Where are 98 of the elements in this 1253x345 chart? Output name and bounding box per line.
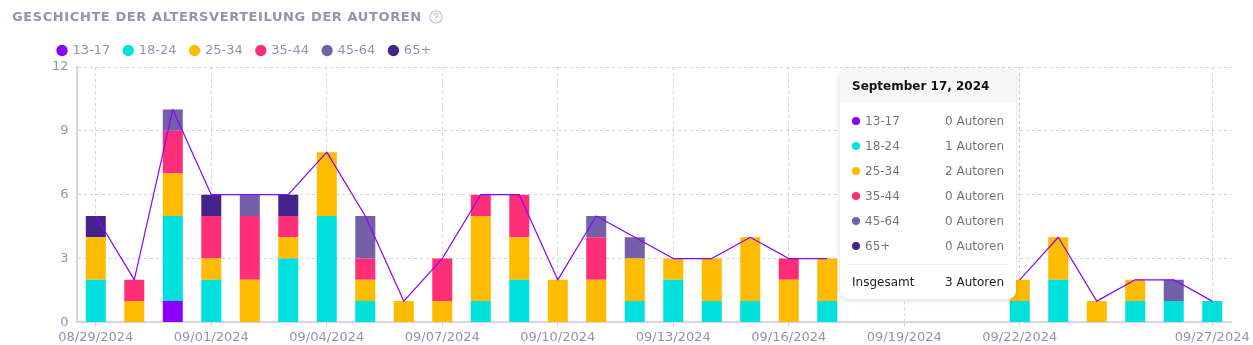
bar bbox=[586, 237, 607, 280]
bar bbox=[432, 258, 453, 302]
legend-label: 18-24 bbox=[865, 138, 901, 153]
bar bbox=[740, 301, 761, 322]
bar bbox=[201, 279, 222, 322]
bar bbox=[586, 215, 607, 238]
text: 45-64 bbox=[337, 41, 376, 57]
tooltip-header: September 17, 2024 bbox=[840, 70, 1016, 102]
bar bbox=[393, 301, 414, 322]
bar bbox=[624, 237, 645, 259]
x-tick-label: 09/19/2024 bbox=[866, 328, 942, 344]
bar bbox=[509, 194, 530, 238]
bar bbox=[355, 301, 376, 322]
annotation: 0 Autoren bbox=[945, 238, 1004, 253]
bar bbox=[124, 279, 145, 302]
y-tick-label: 6 bbox=[60, 186, 69, 202]
annotation: 0 Autoren bbox=[945, 188, 1004, 203]
bar bbox=[624, 301, 645, 322]
bar bbox=[85, 279, 106, 322]
legend-label: 13-17 bbox=[72, 41, 111, 57]
bar bbox=[316, 152, 337, 216]
bar bbox=[239, 194, 260, 216]
bar bbox=[355, 215, 376, 259]
annotation: 1 Autoren bbox=[945, 138, 1004, 153]
annotation: 3 Autoren bbox=[945, 275, 1004, 289]
bar bbox=[1048, 279, 1069, 322]
x-tick-label: 09/04/2024 bbox=[289, 328, 365, 344]
bar bbox=[278, 194, 299, 216]
bar bbox=[162, 173, 183, 216]
y-tick-label: 3 bbox=[60, 249, 69, 265]
bar bbox=[85, 237, 106, 280]
bar bbox=[278, 258, 299, 322]
x-tick-label: 09/13/2024 bbox=[635, 328, 711, 344]
bar bbox=[586, 279, 607, 322]
bar bbox=[624, 258, 645, 302]
legend-label: 35-44 bbox=[865, 188, 901, 203]
y-tick-label: 0 bbox=[60, 313, 69, 329]
text: 18-24 bbox=[138, 41, 177, 57]
x-tick-label: 08/29/2024 bbox=[58, 328, 134, 344]
bar bbox=[663, 258, 684, 280]
bar bbox=[162, 130, 183, 174]
bar bbox=[201, 194, 222, 216]
y-tick-label: 9 bbox=[60, 122, 69, 138]
bar bbox=[432, 301, 453, 322]
bar bbox=[1163, 301, 1184, 322]
bar bbox=[239, 279, 260, 322]
bar bbox=[1125, 279, 1146, 302]
x-tick-label: 09/16/2024 bbox=[751, 328, 827, 344]
bar bbox=[124, 301, 145, 322]
text: 13-17 bbox=[865, 113, 900, 128]
bar bbox=[162, 215, 183, 302]
bar bbox=[817, 258, 838, 302]
bar bbox=[470, 215, 491, 302]
bar bbox=[355, 279, 376, 302]
bar bbox=[201, 215, 222, 259]
bar bbox=[778, 258, 799, 280]
legend-label: 45-64 bbox=[865, 213, 901, 228]
bar bbox=[201, 258, 222, 280]
bar bbox=[817, 301, 838, 322]
bar bbox=[778, 279, 799, 322]
bar bbox=[278, 215, 299, 238]
bar bbox=[663, 279, 684, 322]
bar bbox=[1086, 301, 1107, 322]
bar bbox=[701, 301, 722, 322]
bar bbox=[740, 237, 761, 302]
text: 25-34 bbox=[205, 41, 243, 57]
annotation: Insgesamt bbox=[852, 275, 916, 289]
chart-title: GESCHICHTE DER ALTERSVERTEILUNG DER AUTOREN bbox=[12, 9, 422, 24]
bar bbox=[239, 215, 260, 280]
text: 65+ bbox=[865, 238, 891, 253]
y-tick-label: 12 bbox=[52, 58, 69, 74]
bar bbox=[547, 279, 568, 322]
annotation: 0 Autoren bbox=[945, 213, 1004, 228]
bar bbox=[316, 215, 337, 322]
bar bbox=[1009, 301, 1030, 322]
bar bbox=[1202, 301, 1223, 322]
annotation: 0 Autoren bbox=[945, 113, 1004, 128]
bar bbox=[701, 258, 722, 302]
legend-label: 25-34 bbox=[865, 163, 901, 178]
bar bbox=[85, 215, 106, 238]
bar bbox=[1163, 279, 1184, 302]
bar bbox=[509, 279, 530, 322]
text: 35-44 bbox=[271, 41, 310, 57]
annotation: 2 Autoren bbox=[945, 163, 1004, 178]
x-tick-label: 09/22/2024 bbox=[982, 328, 1058, 344]
bar bbox=[355, 258, 376, 280]
bar bbox=[1125, 301, 1146, 322]
bar bbox=[470, 301, 491, 322]
bar bbox=[470, 194, 491, 216]
bar bbox=[1048, 237, 1069, 280]
x-tick-label: 09/27/2024 bbox=[1174, 328, 1250, 344]
bar bbox=[278, 237, 299, 259]
x-tick-label: 09/07/2024 bbox=[404, 328, 480, 344]
x-tick-label: 09/01/2024 bbox=[173, 328, 249, 344]
legend-label: 65+ bbox=[403, 41, 432, 57]
bar bbox=[162, 301, 183, 322]
bar bbox=[509, 237, 530, 280]
x-tick-label: 09/10/2024 bbox=[520, 328, 596, 344]
